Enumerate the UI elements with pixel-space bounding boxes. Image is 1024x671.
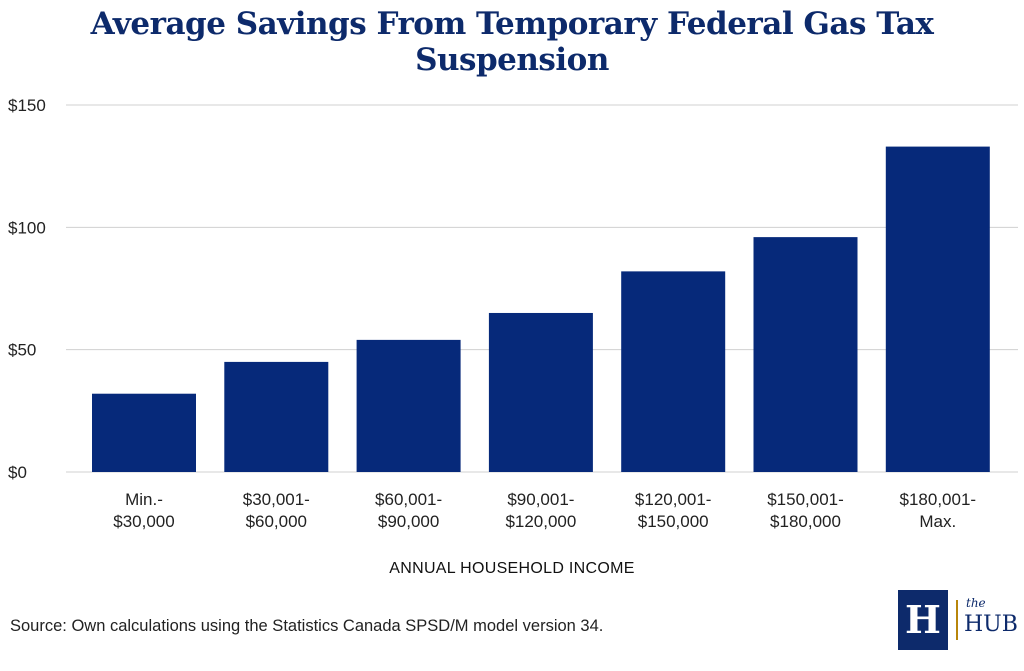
x-tick-label: $120,001- [635,490,712,509]
x-tick-label: $120,000 [505,512,576,531]
x-axis-title: ANNUAL HOUSEHOLD INCOME [389,560,635,577]
bar-chart: $0 $50 $100 $150 Min.- $30,000 $30,001- $60,000… [8,96,1018,531]
logo-the-text: the [966,596,986,610]
logo-h-mark: H [898,590,948,650]
chart-title: Average Savings From Temporary Federal G… [90,6,934,78]
logo-hub-text: HUB [964,612,1018,637]
bar [488,312,593,472]
bar [92,393,196,472]
the-hub-logo: H the HUB [898,590,1018,652]
x-tick-label: $30,001- [243,490,310,509]
x-tick-label: $180,001- [900,490,977,509]
y-tick-label: $100 [8,218,46,237]
x-tick-label: $90,001- [507,490,574,509]
bar [356,339,461,472]
bar [885,146,990,473]
x-tick-label: $150,000 [638,512,709,531]
x-tick-label: $90,000 [378,512,439,531]
logo-divider [956,600,958,640]
x-tick-label: Max. [919,512,956,531]
x-tick-label: $180,000 [770,512,841,531]
y-tick-label: $150 [8,96,46,115]
x-tick-label: $30,000 [113,512,174,531]
bar [224,361,329,472]
x-tick-label: $60,000 [246,512,307,531]
source-note: Source: Own calculations using the Stati… [10,617,604,635]
y-tick-label: $0 [8,463,27,482]
x-tick-label: $150,001- [767,490,844,509]
bar [621,271,726,472]
y-tick-label: $50 [8,341,36,360]
x-tick-label: Min.- [125,490,163,509]
bar [753,237,858,472]
x-tick-label: $60,001- [375,490,442,509]
